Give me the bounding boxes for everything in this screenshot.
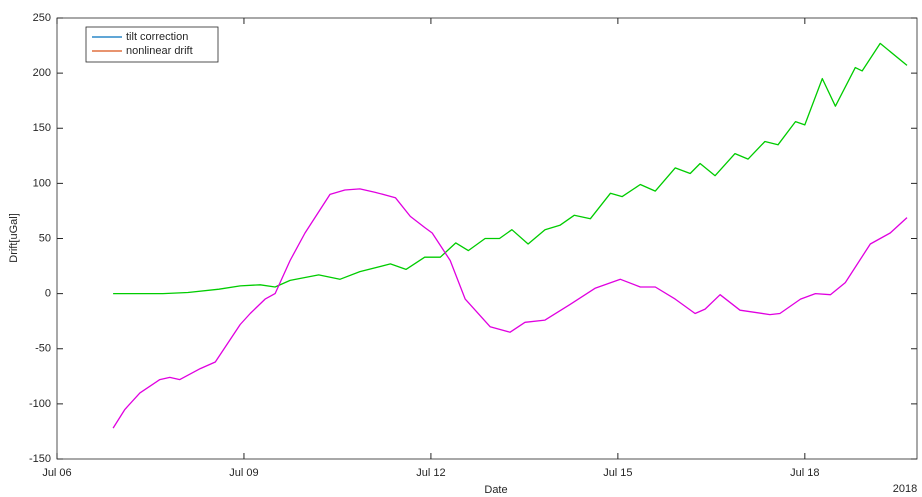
x-tick-label: Jul 18 — [790, 467, 819, 479]
y-tick-label: 50 — [39, 232, 51, 244]
x-tick-label: Jul 06 — [42, 467, 71, 479]
legend-label: nonlinear drift — [126, 45, 193, 57]
y-tick-label: 0 — [45, 288, 51, 300]
y-tick-label: 150 — [33, 122, 51, 134]
legend-box — [85, 26, 219, 63]
y-tick-label: 200 — [33, 67, 51, 79]
y-tick-label: 250 — [33, 12, 51, 24]
data-line — [112, 188, 908, 429]
x-secondary-label: 2018 — [893, 483, 917, 495]
data-line — [113, 42, 908, 295]
y-axis-label: Drift[uGal] — [8, 213, 20, 263]
x-tick-label: Jul 12 — [416, 467, 445, 479]
legend-label: tilt correction — [126, 31, 188, 43]
x-axis-label: Date — [484, 484, 507, 496]
x-tick-label: Jul 15 — [603, 467, 632, 479]
y-tick-label: -50 — [35, 343, 51, 355]
y-tick-label: -100 — [29, 398, 51, 410]
x-tick-label: Jul 09 — [229, 467, 258, 479]
y-tick-label: -150 — [29, 453, 51, 465]
y-tick-label: 100 — [33, 177, 51, 189]
